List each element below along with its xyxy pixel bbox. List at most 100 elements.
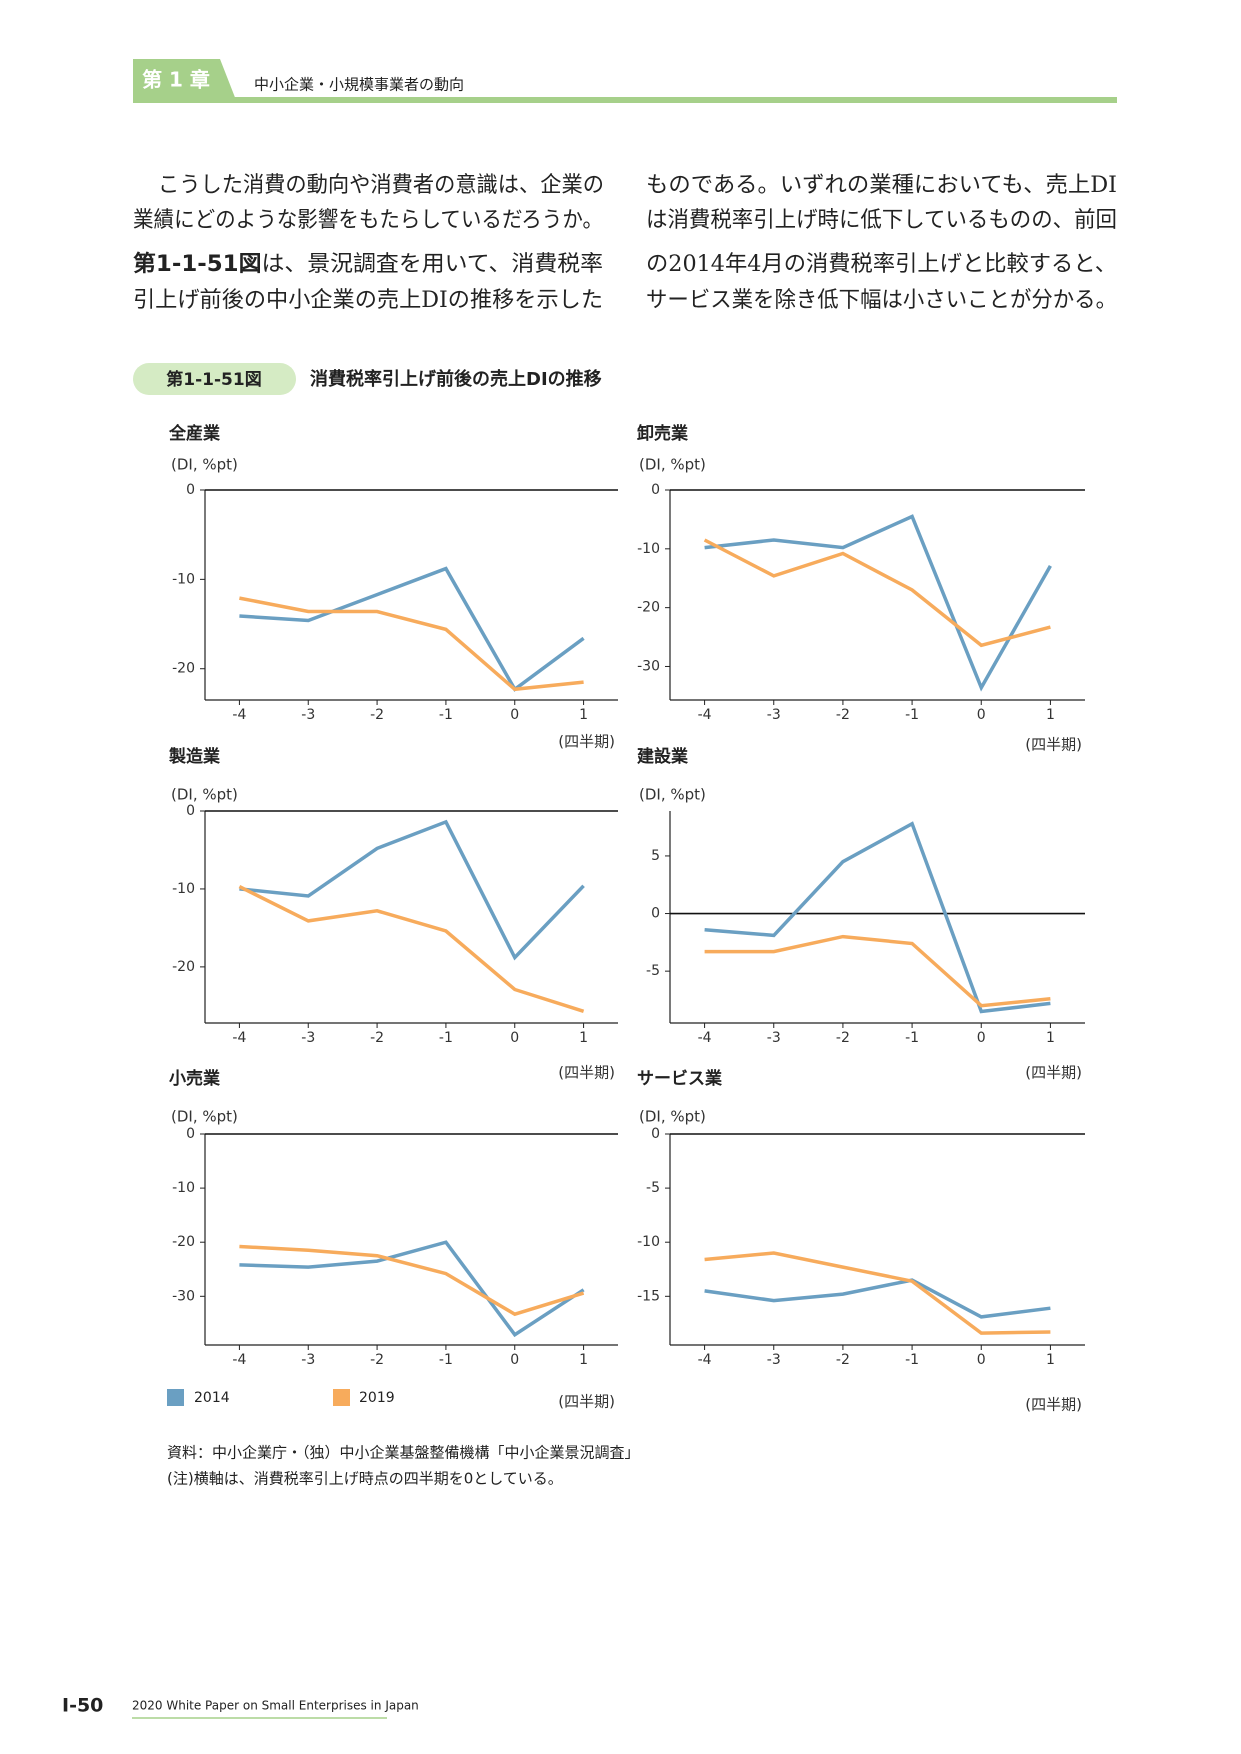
y-tick-label: -15 bbox=[637, 1288, 660, 1304]
series-line bbox=[704, 514, 1052, 692]
x-tick-label: -3 bbox=[767, 1030, 781, 1046]
y-unit: (DI, %pt) bbox=[171, 456, 238, 474]
series-line bbox=[239, 596, 584, 692]
x-tick-label: 0 bbox=[977, 707, 986, 723]
x-tick-label: 1 bbox=[1046, 707, 1055, 723]
series-line bbox=[704, 1278, 1051, 1319]
body-line: ものである。いずれの業種においても、売上DI bbox=[646, 173, 1117, 198]
x-unit: (四半期) bbox=[558, 1064, 615, 1082]
body-line: は消費税率引上げ時に低下しているものの、前回 bbox=[646, 208, 1117, 233]
x-tick-label: 0 bbox=[977, 1352, 986, 1368]
y-tick-label: -30 bbox=[637, 658, 660, 674]
figure-pill bbox=[133, 363, 296, 395]
y-unit: (DI, %pt) bbox=[639, 786, 706, 804]
body-line: 第1-1-51図 は、景況調査を用いて、消費税率 bbox=[133, 251, 603, 277]
footer-title: 2020 White Paper on Small Enterprises in… bbox=[132, 1699, 419, 1713]
y-tick-label: 0 bbox=[186, 1126, 195, 1142]
header-rule bbox=[133, 97, 1117, 103]
body-text: 業績にどのような影響をもたらしているだろうか。 bbox=[133, 208, 603, 233]
y-unit: (DI, %pt) bbox=[171, 786, 238, 804]
figure-number: 第1-1-51図 bbox=[166, 369, 261, 390]
x-tick-label: 1 bbox=[579, 1030, 588, 1046]
x-tick-label: 0 bbox=[510, 1030, 519, 1046]
x-unit: (四半期) bbox=[1025, 736, 1082, 754]
y-tick-label: 0 bbox=[186, 803, 195, 819]
y-tick-label: 0 bbox=[186, 482, 195, 498]
y-tick-label: -10 bbox=[637, 541, 660, 557]
panel-title: サービス業 bbox=[637, 1068, 722, 1089]
y-tick-label: -20 bbox=[637, 600, 660, 616]
y-unit: (DI, %pt) bbox=[639, 456, 706, 474]
body-text: 引上げ前後の中小企業の売上DIの推移を示した bbox=[133, 288, 603, 313]
panel-title: 製造業 bbox=[168, 746, 220, 767]
body-line: サービス業を除き低下幅は小さいことが分かる。 bbox=[646, 288, 1117, 313]
page-number: Ⅰ-50 bbox=[62, 1695, 103, 1717]
y-tick-label: 0 bbox=[651, 906, 660, 922]
x-tick-label: -1 bbox=[439, 1030, 453, 1046]
legend-label: 2019 bbox=[359, 1390, 395, 1406]
x-tick-label: 0 bbox=[977, 1030, 986, 1046]
y-tick-label: -10 bbox=[172, 571, 195, 587]
series-line bbox=[239, 1240, 585, 1338]
body-text: こうした消費の動向や消費者の意識は、企業の bbox=[158, 173, 604, 198]
y-tick-label: 0 bbox=[651, 1126, 660, 1142]
body-text: 第1-1-51図 bbox=[133, 251, 261, 277]
note: (注)横軸は、消費税率引上げ時点の四半期を0としている。 bbox=[167, 1470, 563, 1488]
y-tick-label: -20 bbox=[172, 959, 195, 975]
x-tick-label: -3 bbox=[301, 707, 315, 723]
y-tick-label: -5 bbox=[646, 1180, 660, 1196]
x-tick-label: -2 bbox=[370, 1030, 384, 1046]
x-tick-label: -1 bbox=[905, 707, 919, 723]
y-tick-label: -10 bbox=[172, 1180, 195, 1196]
panel-title: 全産業 bbox=[168, 423, 220, 444]
x-unit: (四半期) bbox=[558, 1393, 615, 1411]
x-tick-label: 1 bbox=[579, 707, 588, 723]
x-tick-label: -2 bbox=[836, 1352, 850, 1368]
note: 資料：中小企業庁・（独）中小企業基盤整備機構「中小企業景況調査」 bbox=[167, 1444, 640, 1462]
panel-title: 卸売業 bbox=[637, 423, 688, 444]
y-tick-label: -10 bbox=[637, 1234, 660, 1250]
x-tick-label: -1 bbox=[905, 1030, 919, 1046]
y-unit: (DI, %pt) bbox=[639, 1108, 706, 1126]
chapter-title: 中小企業・小規模事業者の動向 bbox=[254, 76, 464, 94]
x-tick-label: -4 bbox=[232, 1030, 246, 1046]
x-tick-label: -1 bbox=[905, 1352, 919, 1368]
x-unit: (四半期) bbox=[1025, 1396, 1082, 1414]
body-text: の2014年4月の消費税率引上げと比較すると、 bbox=[646, 252, 1117, 277]
figure-title: 消費税率引上げ前後の売上DIの推移 bbox=[310, 368, 602, 390]
y-unit: (DI, %pt) bbox=[171, 1108, 238, 1126]
x-tick-label: 0 bbox=[510, 1352, 519, 1368]
chapter-label: 第 1 章 bbox=[142, 68, 210, 92]
series-line bbox=[704, 821, 1051, 1014]
body-text: ものである。いずれの業種においても、売上DI bbox=[646, 173, 1117, 198]
x-tick-label: 1 bbox=[1046, 1030, 1055, 1046]
body-text: は消費税率引上げ時に低下しているものの、前回 bbox=[646, 208, 1117, 233]
x-tick-label: 1 bbox=[579, 1352, 588, 1368]
x-tick-label: -2 bbox=[836, 707, 850, 723]
series-line bbox=[704, 1251, 1051, 1335]
x-tick-label: -1 bbox=[439, 1352, 453, 1368]
body-line: 引上げ前後の中小企業の売上DIの推移を示した bbox=[133, 288, 603, 313]
body-text: サービス業を除き低下幅は小さいことが分かる。 bbox=[646, 288, 1117, 313]
x-tick-label: -2 bbox=[370, 1352, 384, 1368]
legend-swatch bbox=[167, 1389, 184, 1406]
legend-label: 2014 bbox=[194, 1390, 230, 1406]
x-tick-label: -2 bbox=[836, 1030, 850, 1046]
x-tick-label: -1 bbox=[439, 707, 453, 723]
legend-swatch bbox=[333, 1389, 350, 1406]
body-line: の2014年4月の消費税率引上げと比較すると、 bbox=[646, 252, 1117, 277]
y-tick-label: -30 bbox=[172, 1288, 195, 1304]
x-tick-label: -4 bbox=[232, 1352, 246, 1368]
panel-title: 小売業 bbox=[169, 1068, 220, 1089]
series-line bbox=[239, 819, 585, 961]
body-line: 業績にどのような影響をもたらしているだろうか。 bbox=[133, 208, 603, 233]
x-tick-label: -3 bbox=[301, 1030, 315, 1046]
series-line bbox=[238, 885, 585, 1013]
y-tick-label: -20 bbox=[172, 1234, 195, 1250]
series-line bbox=[239, 1244, 585, 1317]
y-tick-label: 5 bbox=[651, 848, 660, 864]
series-line bbox=[704, 934, 1051, 1008]
x-tick-label: -4 bbox=[698, 707, 712, 723]
x-unit: (四半期) bbox=[1025, 1064, 1082, 1082]
